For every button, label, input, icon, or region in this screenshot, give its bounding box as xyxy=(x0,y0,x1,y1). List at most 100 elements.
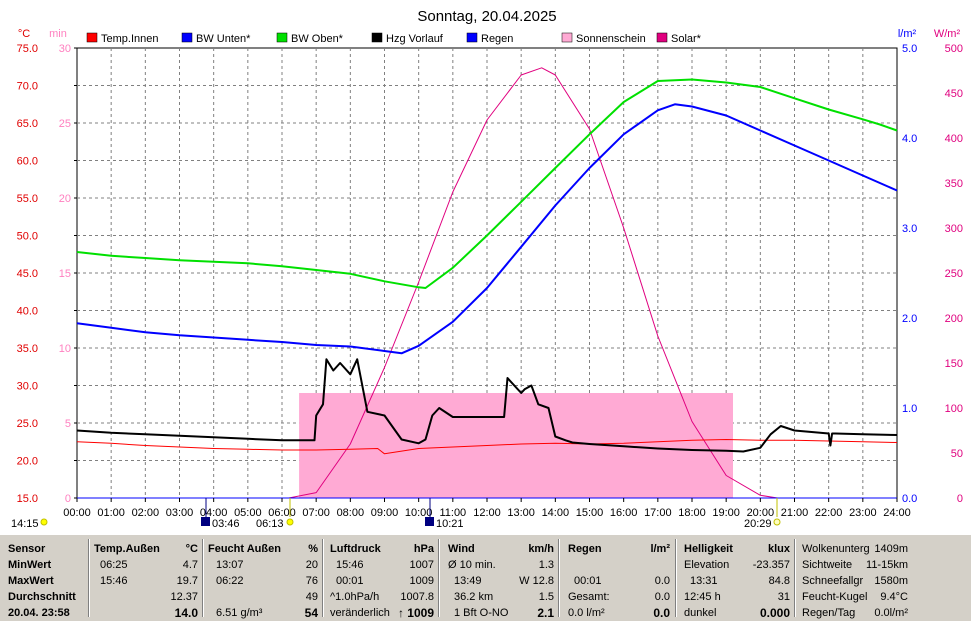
x-tick-label: 16:00 xyxy=(610,507,638,519)
y-tick-label-solar: 250 xyxy=(945,268,963,280)
sun-icon xyxy=(40,518,48,526)
misc-cloud-label: Wolkenunterg xyxy=(802,543,870,555)
y-tick-label-celsius: 30.0 xyxy=(17,381,38,393)
y-tick-label-celsius: 35.0 xyxy=(17,343,38,355)
divider xyxy=(675,539,677,617)
x-tick-label: 12:00 xyxy=(473,507,501,519)
pressure-state: veränderlich xyxy=(330,607,390,619)
legend-item: Solar* xyxy=(656,32,702,45)
y-tick-label-rain: 4.0 xyxy=(902,133,917,145)
temp-max-time: 15:46 xyxy=(100,575,128,587)
sunrise-time: 06:13 xyxy=(256,518,284,530)
rain-unit: l/m² xyxy=(650,543,670,555)
max-label: MaxWert xyxy=(8,575,54,587)
y-tick-label-celsius: 25.0 xyxy=(17,418,38,430)
x-tick-label: 20:00 xyxy=(747,507,775,519)
humid-abs: 6.51 g/m³ xyxy=(216,607,263,619)
bright-unit: klux xyxy=(767,543,790,555)
misc-snow-val: 1580m xyxy=(874,575,908,587)
pressure-trend-val: 1007.8 xyxy=(400,591,434,603)
wind-current: 2.1 xyxy=(537,606,554,620)
divider xyxy=(438,539,440,617)
y-tick-label-min: 15 xyxy=(59,268,71,280)
y-tick-label-solar: 500 xyxy=(945,43,963,55)
left-time: 14:15 xyxy=(11,518,39,530)
x-tick-label: 23:00 xyxy=(849,507,877,519)
y-tick-label-min: 20 xyxy=(59,193,71,205)
y-tick-label-min: 5 xyxy=(65,418,71,430)
x-tick-label: 04:00 xyxy=(200,507,228,519)
moonrise-time: 03:46 xyxy=(212,518,240,530)
y-tick-label-min: 10 xyxy=(59,343,71,355)
y-tick-label-celsius: 70.0 xyxy=(17,81,38,93)
arrow-up-icon: ↑ xyxy=(398,606,404,620)
rain-val1: 0.0 xyxy=(654,575,670,587)
wind-gust-time: 13:49 xyxy=(454,575,482,587)
y-tick-label-rain: 3.0 xyxy=(902,223,917,235)
y-tick-label-solar: 400 xyxy=(945,133,963,145)
x-tick-label: 14:00 xyxy=(542,507,570,519)
sunset-icon xyxy=(773,518,781,526)
x-tick-label: 02:00 xyxy=(132,507,160,519)
bright-dark: dunkel xyxy=(684,607,717,619)
y-tick-label-celsius: 40.0 xyxy=(17,306,38,318)
legend-item: Sonnenschein xyxy=(561,32,646,45)
sensor-column: Sensor MinWert MaxWert Durchschnitt 20.0… xyxy=(8,541,88,619)
brightness-column: Helligkeit klux Elevation -23.357 13:31 84.… xyxy=(682,541,792,620)
stats-panel: Sensor MinWert MaxWert Durchschnitt 20.0… xyxy=(0,535,971,621)
rain-time: 00:01 xyxy=(574,575,602,587)
bright-elev-label: Elevation xyxy=(684,559,730,571)
y-tick-label-min: 25 xyxy=(59,118,71,130)
y-tick-label-solar: 300 xyxy=(945,223,963,235)
pressure-max-time: 00:01 xyxy=(336,575,364,587)
x-tick-label: 05:00 xyxy=(234,507,262,519)
legend-item: Hzg Vorlauf xyxy=(371,32,444,45)
y-tick-label-celsius: 45.0 xyxy=(17,268,38,280)
legend-label: Temp.Innen xyxy=(101,33,158,45)
misc-wetbulb-val: 9.4°C xyxy=(880,591,908,603)
y-tick-label-celsius: 65.0 xyxy=(17,118,38,130)
x-tick-label: 17:00 xyxy=(644,507,672,519)
humid-min-time: 13:07 xyxy=(216,559,244,571)
unit-celsius: °C xyxy=(18,28,30,40)
below-axis-markers: 14:15 03:46 06:13 10:21 20:29 xyxy=(11,498,781,530)
x-tick-label: 15:00 xyxy=(576,507,604,519)
divider xyxy=(202,539,204,617)
divider xyxy=(794,539,796,617)
y-tick-label-rain: 2.0 xyxy=(902,313,917,325)
wind-dir: 1 Bft O-NO xyxy=(454,607,509,619)
x-tick-label: 22:00 xyxy=(815,507,843,519)
y-tick-label-celsius: 55.0 xyxy=(17,193,38,205)
avg-label: Durchschnitt xyxy=(8,591,76,603)
y-tick-label-solar: 0 xyxy=(957,493,963,505)
misc-rainday-label: Regen/Tag xyxy=(802,607,856,619)
humidity-column: Feucht Außen% 13:07 20 06:22 76 49 6.51 g/… xyxy=(208,541,320,620)
x-tick-label: 00:00 xyxy=(63,507,91,519)
sunrise-icon xyxy=(286,518,294,526)
x-tick-label: 03:00 xyxy=(166,507,194,519)
legend-item: BW Unten* xyxy=(181,32,251,45)
x-tick-label: 21:00 xyxy=(781,507,809,519)
rain-total-label: Gesamt: xyxy=(568,591,610,603)
wind-header: Wind xyxy=(448,543,475,555)
wind-unit: km/h xyxy=(528,543,554,555)
legend-item: Regen xyxy=(466,32,513,45)
y-tick-label-celsius: 50.0 xyxy=(17,231,38,243)
x-tick-label: 10:00 xyxy=(405,507,433,519)
humid-current: 54 xyxy=(304,606,318,620)
rain-current: 0.0 xyxy=(653,606,670,620)
sunset-time: 20:29 xyxy=(744,518,772,530)
humid-min-val: 20 xyxy=(305,559,318,571)
temp-current: 14.0 xyxy=(174,606,198,620)
bright-elev-val: -23.357 xyxy=(752,559,790,571)
axis-ticks: 00:00 01:00 02:00 03:00 04:00 05:00 06:00 07:00… xyxy=(17,43,963,519)
pressure-unit: hPa xyxy=(413,543,434,555)
humid-avg: 49 xyxy=(305,591,318,603)
y-tick-label-celsius: 15.0 xyxy=(17,493,38,505)
y-tick-label-solar: 350 xyxy=(945,178,963,190)
bright-max-time: 13:31 xyxy=(690,575,718,587)
date-label: 20.04. 23:58 xyxy=(8,607,70,619)
moonset-icon xyxy=(425,517,434,526)
humid-max-val: 76 xyxy=(305,575,318,587)
legend-label: Sonnenschein xyxy=(576,33,646,45)
